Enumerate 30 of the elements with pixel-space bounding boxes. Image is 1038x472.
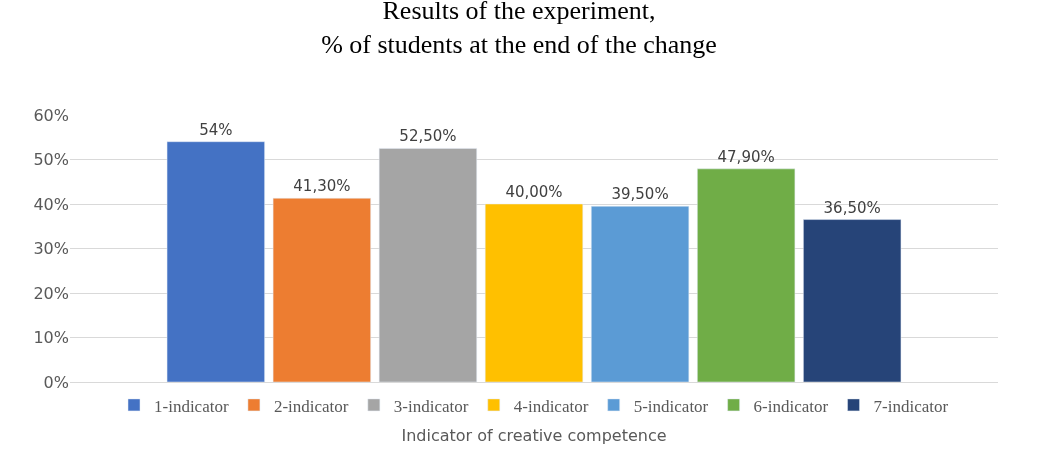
bar <box>272 197 371 382</box>
legend-label: 7-indicator <box>873 396 949 416</box>
bar <box>484 203 584 382</box>
y-tick-label: 10% <box>33 328 69 348</box>
legend-label: 2-indicator <box>273 396 349 416</box>
data-label: 41,30% <box>293 177 351 196</box>
legend-label: 4-indicator <box>513 396 589 416</box>
y-tick-label: 30% <box>33 239 69 259</box>
bar <box>166 141 265 382</box>
data-label: 52,50% <box>399 127 457 146</box>
x-axis-title: Indicator of creative competence <box>401 426 667 446</box>
y-tick-label: 20% <box>33 283 69 303</box>
bar <box>378 148 477 382</box>
legend-label: 5-indicator <box>633 396 709 416</box>
data-label: 47,90% <box>717 147 775 166</box>
legend-label: 1-indicator <box>154 396 229 416</box>
bar <box>591 205 690 382</box>
y-tick-label: 40% <box>33 194 69 214</box>
data-label: 36,50% <box>823 198 881 217</box>
bar <box>803 219 902 382</box>
chart-title: Results of the experiment, % of students at the end of the change <box>321 0 717 59</box>
data-label: 39,50% <box>611 185 669 204</box>
legend-label: 3-indicator <box>393 396 469 416</box>
data-label: 40,00% <box>505 183 563 201</box>
legend-label: 6-indicator <box>753 396 829 416</box>
y-tick-label: 0% <box>43 372 69 392</box>
y-tick-label: 50% <box>33 150 69 170</box>
y-tick-label: 60% <box>33 105 69 125</box>
bar <box>697 168 796 382</box>
data-label: 54% <box>199 120 233 139</box>
